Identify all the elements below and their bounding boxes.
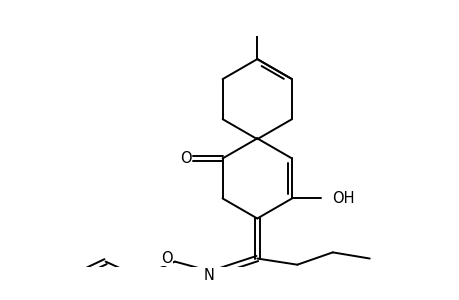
Text: N: N xyxy=(203,268,214,283)
Text: O: O xyxy=(161,251,173,266)
Text: O: O xyxy=(179,151,191,166)
Text: OH: OH xyxy=(331,191,354,206)
